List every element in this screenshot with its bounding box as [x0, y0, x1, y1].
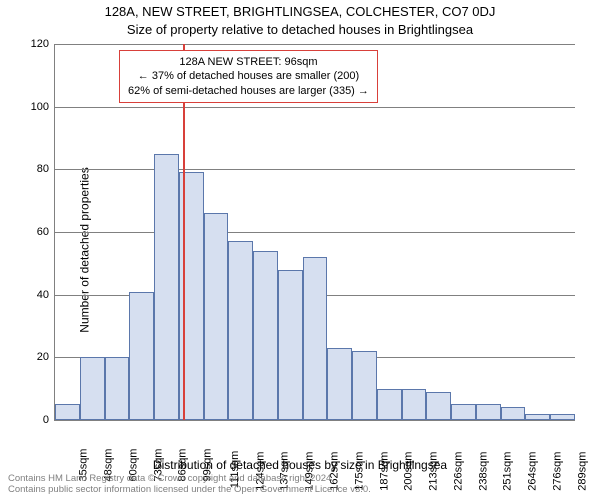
- info-line-3: 62% of semi-detached houses are larger (…: [128, 84, 369, 98]
- histogram-bar: [228, 241, 253, 420]
- info-line-2: ← 37% of detached houses are smaller (20…: [128, 69, 369, 83]
- histogram-bar: [377, 389, 402, 420]
- gridline: [55, 232, 575, 233]
- histogram-bar: [550, 414, 575, 420]
- histogram-bar: [476, 404, 501, 420]
- y-tick-label: 60: [37, 226, 49, 238]
- histogram-bar: [154, 154, 179, 420]
- histogram-bar: [253, 251, 278, 420]
- y-tick-label: 120: [31, 38, 49, 50]
- histogram-bar: [303, 257, 328, 420]
- page-subtitle: Size of property relative to detached ho…: [0, 22, 600, 37]
- histogram-bar: [327, 348, 352, 420]
- histogram-bar: [426, 392, 451, 420]
- histogram-bar: [129, 292, 154, 420]
- info-line-1: 128A NEW STREET: 96sqm: [128, 55, 369, 69]
- histogram-bar: [451, 404, 476, 420]
- histogram-bar: [105, 357, 130, 420]
- gridline: [55, 107, 575, 108]
- histogram-bar: [55, 404, 80, 420]
- gridline: [55, 169, 575, 170]
- gridline: [55, 44, 575, 45]
- y-tick-label: 100: [31, 101, 49, 113]
- histogram-bar: [525, 414, 550, 420]
- histogram-plot: 02040608010012035sqm48sqm60sqm73sqm86sqm…: [54, 44, 575, 421]
- y-tick-label: 20: [37, 351, 49, 363]
- histogram-bar: [402, 389, 427, 420]
- page-title: 128A, NEW STREET, BRIGHTLINGSEA, COLCHES…: [0, 4, 600, 19]
- histogram-bar: [80, 357, 105, 420]
- histogram-bar: [278, 270, 303, 420]
- histogram-bar: [352, 351, 377, 420]
- footer-line-2: Contains public sector information licen…: [8, 485, 371, 496]
- histogram-bar: [501, 407, 526, 420]
- y-tick-label: 0: [43, 414, 49, 426]
- y-tick-label: 40: [37, 289, 49, 301]
- attribution-footer: Contains HM Land Registry data © Crown c…: [8, 474, 371, 496]
- histogram-bar: [204, 213, 229, 420]
- x-axis-label: Distribution of detached houses by size …: [0, 458, 600, 472]
- info-box: 128A NEW STREET: 96sqm ← 37% of detached…: [119, 50, 378, 103]
- y-tick-label: 80: [37, 163, 49, 175]
